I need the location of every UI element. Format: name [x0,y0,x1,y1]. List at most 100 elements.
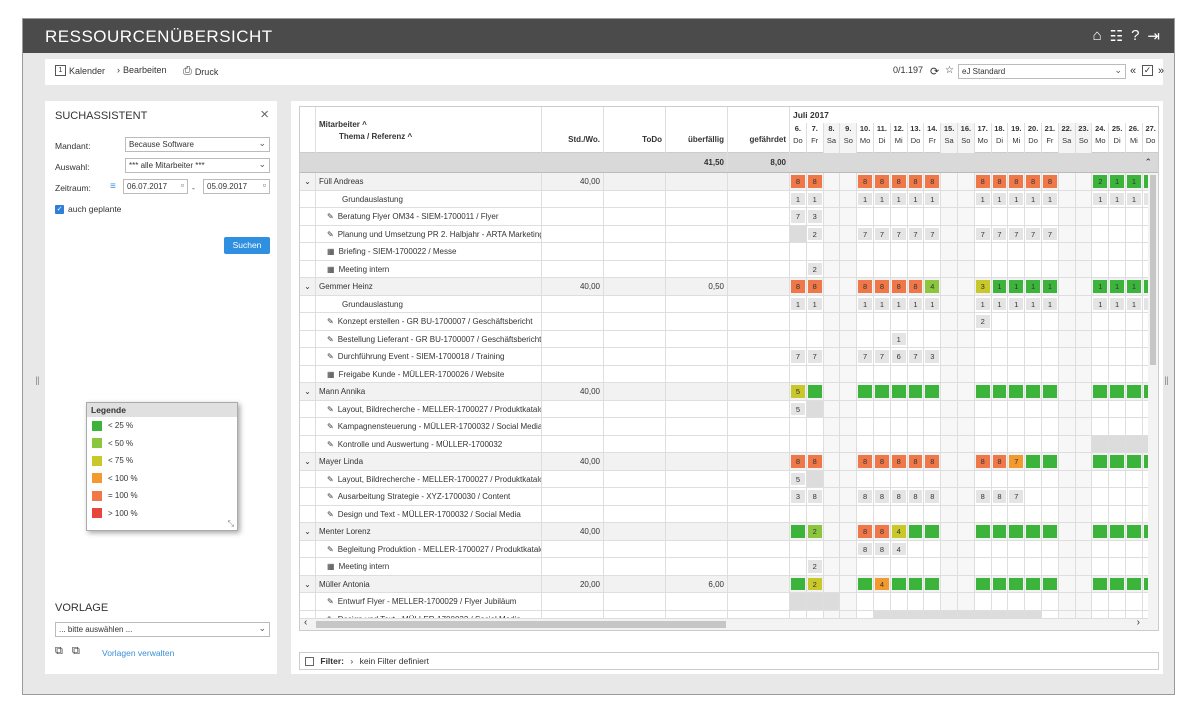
day-cell[interactable] [1075,593,1093,610]
day-cell[interactable]: 2 [807,523,824,540]
day-cell[interactable] [1025,505,1042,522]
day-cell[interactable] [1075,243,1093,260]
column-risk[interactable]: gefährdet [728,107,790,153]
day-cell[interactable] [992,208,1009,225]
day-cell[interactable] [1126,330,1143,347]
day-cell[interactable] [941,260,958,277]
day-cell[interactable] [958,400,975,417]
day-cell[interactable] [1042,383,1059,400]
day-cell[interactable] [941,575,958,592]
day-cell[interactable] [1042,593,1059,610]
day-cell[interactable] [1058,505,1076,522]
day-cell[interactable] [941,418,958,435]
day-cell[interactable]: 8 [891,173,908,190]
day-cell[interactable] [857,505,874,522]
column-hours[interactable]: Std./Wo. [542,107,604,153]
day-cell[interactable]: 1 [1092,190,1110,207]
scroll-right-icon[interactable]: › [1136,617,1140,628]
left-resize-handle[interactable]: ‖ [35,374,40,388]
day-cell[interactable] [958,575,975,592]
day-cell[interactable]: 7 [891,225,908,242]
day-cell[interactable] [1025,330,1042,347]
day-cell[interactable] [1042,400,1059,417]
day-cell[interactable] [823,523,841,540]
day-cell[interactable] [975,365,992,382]
day-cell[interactable] [1126,593,1143,610]
day-cell[interactable] [840,260,858,277]
day-cell[interactable] [1025,383,1042,400]
day-cell[interactable] [992,365,1009,382]
day-cell[interactable] [823,435,841,452]
day-cell[interactable]: 1 [975,190,992,207]
day-cell[interactable] [1075,278,1093,295]
day-cell[interactable] [1058,173,1076,190]
task-row[interactable]: ▦ Meeting intern 2 [300,558,1158,576]
day-cell[interactable] [992,505,1009,522]
day-cell[interactable]: 8 [874,173,891,190]
day-cell[interactable] [908,243,925,260]
day-cell[interactable]: 1 [874,295,891,312]
day-cell[interactable]: 7 [1042,225,1059,242]
day-cell[interactable] [857,243,874,260]
day-cell[interactable] [790,365,807,382]
day-cell[interactable] [941,505,958,522]
day-cell[interactable]: 7 [790,348,807,365]
day-cell[interactable] [1109,418,1126,435]
task-row[interactable]: ✎ Layout, Bildrecherche - MELLER-1700027 … [300,470,1158,488]
right-resize-handle[interactable]: ‖ [1164,374,1169,388]
manage-templates-link[interactable]: Vorlagen verwalten [102,648,175,658]
day-cell[interactable] [1092,593,1110,610]
day-cell[interactable] [992,558,1009,575]
day-cell[interactable] [790,558,807,575]
day-cell[interactable] [1025,575,1042,592]
day-cell[interactable] [840,295,858,312]
day-cell[interactable] [1109,558,1126,575]
day-cell[interactable] [857,435,874,452]
day-cell[interactable] [857,575,874,592]
day-cell[interactable] [807,243,824,260]
column-employee[interactable]: Mitarbeiter ^ [319,120,367,129]
day-cell[interactable] [1126,540,1143,557]
day-cell[interactable] [891,243,908,260]
day-cell[interactable] [1075,365,1093,382]
day-cell[interactable]: 8 [992,488,1009,505]
collapse-toggle[interactable]: ⌄ [300,173,316,190]
day-cell[interactable] [924,260,942,277]
day-cell[interactable] [1075,523,1093,540]
day-cell[interactable] [807,540,824,557]
day-cell[interactable]: 8 [992,173,1009,190]
day-cell[interactable] [958,435,975,452]
day-cell[interactable]: 2 [807,225,824,242]
day-cell[interactable] [1058,295,1076,312]
day-cell[interactable] [1058,523,1076,540]
day-cell[interactable] [1025,593,1042,610]
day-cell[interactable] [992,575,1009,592]
day-cell[interactable]: 7 [790,208,807,225]
day-cell[interactable] [908,523,925,540]
day-cell[interactable] [941,435,958,452]
day-cell[interactable] [908,470,925,487]
day-cell[interactable]: 2 [807,575,824,592]
day-cell[interactable]: 1 [891,295,908,312]
day-cell[interactable] [891,208,908,225]
vscroll-thumb[interactable] [1150,175,1156,365]
day-cell[interactable] [857,383,874,400]
day-cell[interactable] [941,295,958,312]
collapse-toggle[interactable]: ⌄ [300,383,316,400]
day-cell[interactable] [1042,523,1059,540]
refresh-icon[interactable]: ⟳ [930,66,940,78]
day-cell[interactable] [807,383,824,400]
star-icon[interactable]: ☆ [945,65,954,76]
day-cell[interactable] [975,418,992,435]
day-cell[interactable] [1042,313,1059,330]
day-cell[interactable] [790,575,807,592]
day-cell[interactable]: 1 [1025,295,1042,312]
day-cell[interactable] [840,190,858,207]
day-cell[interactable] [1042,453,1059,470]
day-cell[interactable] [823,365,841,382]
day-cell[interactable] [958,313,975,330]
day-cell[interactable] [975,383,992,400]
day-cell[interactable]: 8 [975,173,992,190]
day-cell[interactable]: 5 [790,383,807,400]
day-cell[interactable]: 1 [1126,190,1143,207]
